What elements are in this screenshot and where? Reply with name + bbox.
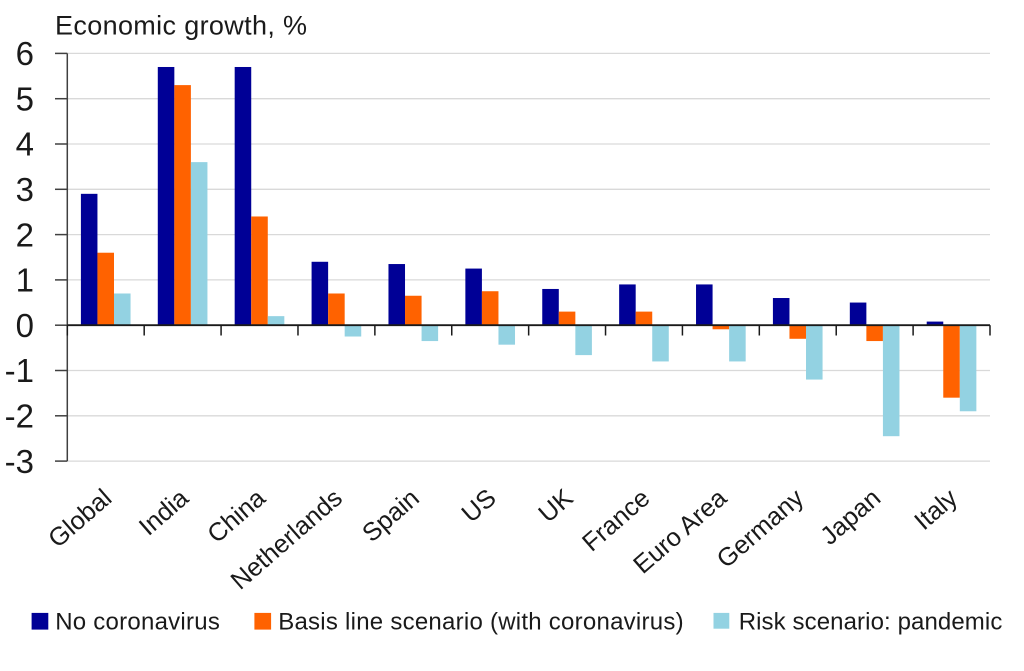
svg-text:Basis line scenario (with coro: Basis line scenario (with coronavirus) xyxy=(278,609,684,636)
svg-text:4: 4 xyxy=(16,126,34,163)
svg-text:6: 6 xyxy=(16,35,34,72)
svg-text:-1: -1 xyxy=(5,352,34,389)
svg-text:1: 1 xyxy=(16,262,34,299)
svg-text:Economic growth, %: Economic growth, % xyxy=(55,11,307,41)
svg-text:-2: -2 xyxy=(5,398,34,435)
svg-text:-3: -3 xyxy=(5,443,34,480)
svg-text:5: 5 xyxy=(16,80,34,117)
svg-text:3: 3 xyxy=(16,171,34,208)
svg-text:0: 0 xyxy=(16,307,34,344)
svg-text:Risk scenario: pandemic: Risk scenario: pandemic xyxy=(739,609,1003,636)
svg-text:2: 2 xyxy=(16,216,34,253)
svg-text:No coronavirus: No coronavirus xyxy=(55,609,220,636)
